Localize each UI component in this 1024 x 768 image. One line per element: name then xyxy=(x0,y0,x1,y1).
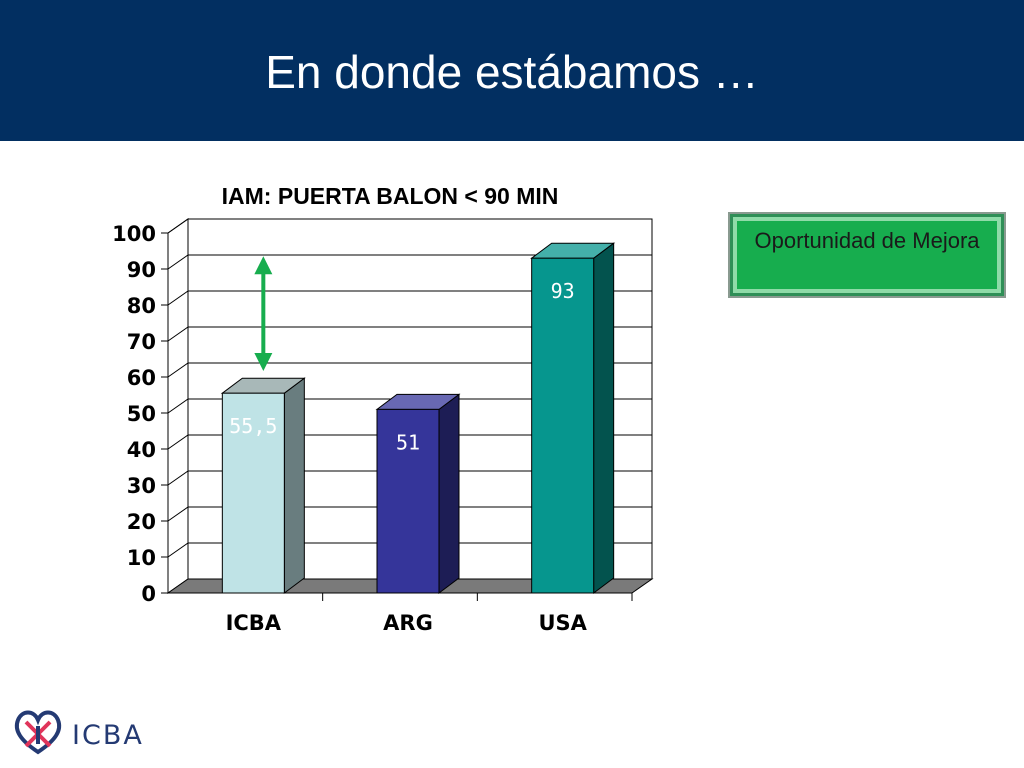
y-tick-label: 50 xyxy=(127,402,156,426)
gridline xyxy=(167,506,652,522)
gridline xyxy=(167,218,652,234)
y-tick-label: 30 xyxy=(127,474,156,498)
gridline xyxy=(167,326,652,342)
arrow-head-down xyxy=(254,353,273,371)
bar-icba xyxy=(221,392,285,594)
gridline xyxy=(167,470,652,486)
y-tick-label: 80 xyxy=(127,294,156,318)
opportunity-callout: Oportunidad de Mejora xyxy=(728,212,1006,298)
y-tick-label: 60 xyxy=(127,366,156,390)
gridline xyxy=(167,290,652,306)
gridline xyxy=(167,542,652,558)
callout-text: Oportunidad de Mejora xyxy=(754,228,980,253)
bar-chart: IAM: PUERTA BALON < 90 MIN 0 10 20 30 40 50 60… xyxy=(112,183,654,635)
bar-arg xyxy=(376,408,440,594)
data-label: 51 xyxy=(396,430,420,454)
x-tick-label: ICBA xyxy=(226,611,282,635)
y-tick-label: 90 xyxy=(127,258,156,282)
bar-side xyxy=(283,377,305,594)
heart-logo-icon xyxy=(14,710,62,755)
bar-usa xyxy=(531,257,595,594)
y-tick-label: 40 xyxy=(127,438,156,462)
bar-side xyxy=(593,242,615,594)
gridline xyxy=(167,362,652,378)
icba-logo: ICBA xyxy=(14,710,144,755)
y-tick-label: 20 xyxy=(127,510,156,534)
data-label: 55,5 xyxy=(229,414,277,438)
x-tick-label: ARG xyxy=(383,611,433,635)
x-tick-label: USA xyxy=(538,611,587,635)
slide-title: En donde estábamos … xyxy=(265,46,759,98)
bar-side xyxy=(438,393,460,594)
y-tick-label: 0 xyxy=(141,582,156,606)
chart-title: IAM: PUERTA BALON < 90 MIN xyxy=(222,183,559,209)
logo-text: ICBA xyxy=(72,720,144,751)
gridline xyxy=(167,254,652,270)
gridline xyxy=(167,434,652,450)
data-label: 93 xyxy=(551,279,575,303)
y-tick-label: 70 xyxy=(127,330,156,354)
y-tick-label: 100 xyxy=(112,222,156,246)
arrow-head-up xyxy=(254,256,273,275)
gridline xyxy=(167,398,652,414)
slide-header: En donde estábamos … xyxy=(0,0,1024,141)
y-tick-label: 10 xyxy=(127,546,156,570)
